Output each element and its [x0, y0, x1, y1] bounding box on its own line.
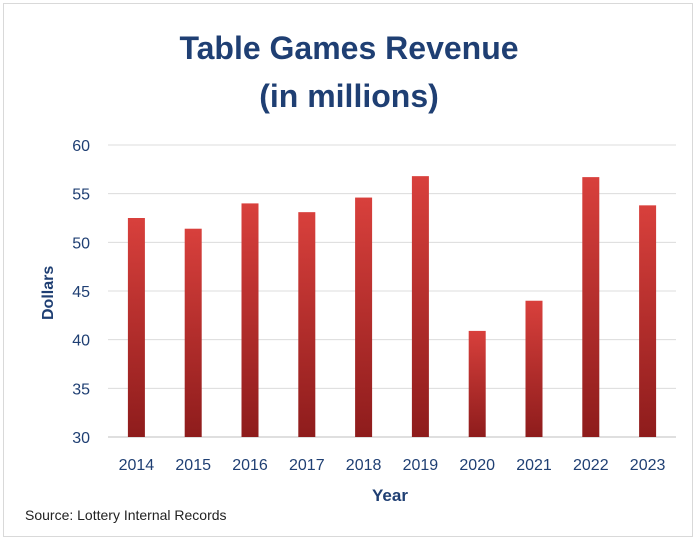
y-axis-ticks: 30 35 40 45 50 55 60	[72, 138, 90, 447]
bars	[127, 176, 657, 437]
y-tick-label: 35	[72, 381, 90, 398]
y-tick-label: 45	[72, 284, 90, 301]
source-note: Source: Lottery Internal Records	[25, 507, 227, 523]
x-tick-label-2023: 2023	[630, 457, 666, 474]
x-axis-label: Year	[372, 486, 408, 505]
bar-2016	[241, 203, 259, 437]
y-tick-label: 55	[72, 187, 90, 204]
chart-frame	[3, 3, 693, 537]
bar-2019	[411, 176, 429, 437]
bar-2020	[468, 330, 486, 437]
x-tick-label-2018: 2018	[346, 457, 382, 474]
x-tick-label-2015: 2015	[175, 457, 211, 474]
x-tick-label-2017: 2017	[289, 457, 325, 474]
y-tick-label: 40	[72, 333, 90, 350]
bar-2015	[184, 228, 202, 437]
x-tick-label-2022: 2022	[573, 457, 609, 474]
bar-2014	[127, 218, 145, 437]
bar-2021	[525, 300, 543, 437]
x-tick-label-2020: 2020	[459, 457, 495, 474]
bar-2023	[639, 205, 657, 437]
y-axis-label: Dollars	[40, 265, 57, 320]
bar-2017	[298, 212, 316, 437]
y-tick-label: 60	[72, 138, 90, 155]
x-tick-label-2016: 2016	[232, 457, 268, 474]
chart-title-line2: (in millions)	[259, 78, 439, 114]
bar-2018	[355, 197, 373, 437]
bar-2022	[582, 177, 600, 437]
y-tick-label: 30	[72, 430, 90, 447]
x-tick-label-2021: 2021	[516, 457, 552, 474]
x-axis-ticks: 2014 2015 2016 2017 2018 2019 2020 2021 2022 2023	[119, 457, 666, 474]
x-tick-label-2019: 2019	[403, 457, 439, 474]
gridlines	[108, 144, 676, 438]
x-tick-label-2014: 2014	[119, 457, 155, 474]
chart-title-line1: Table Games Revenue	[179, 30, 519, 66]
y-tick-label: 50	[72, 235, 90, 252]
